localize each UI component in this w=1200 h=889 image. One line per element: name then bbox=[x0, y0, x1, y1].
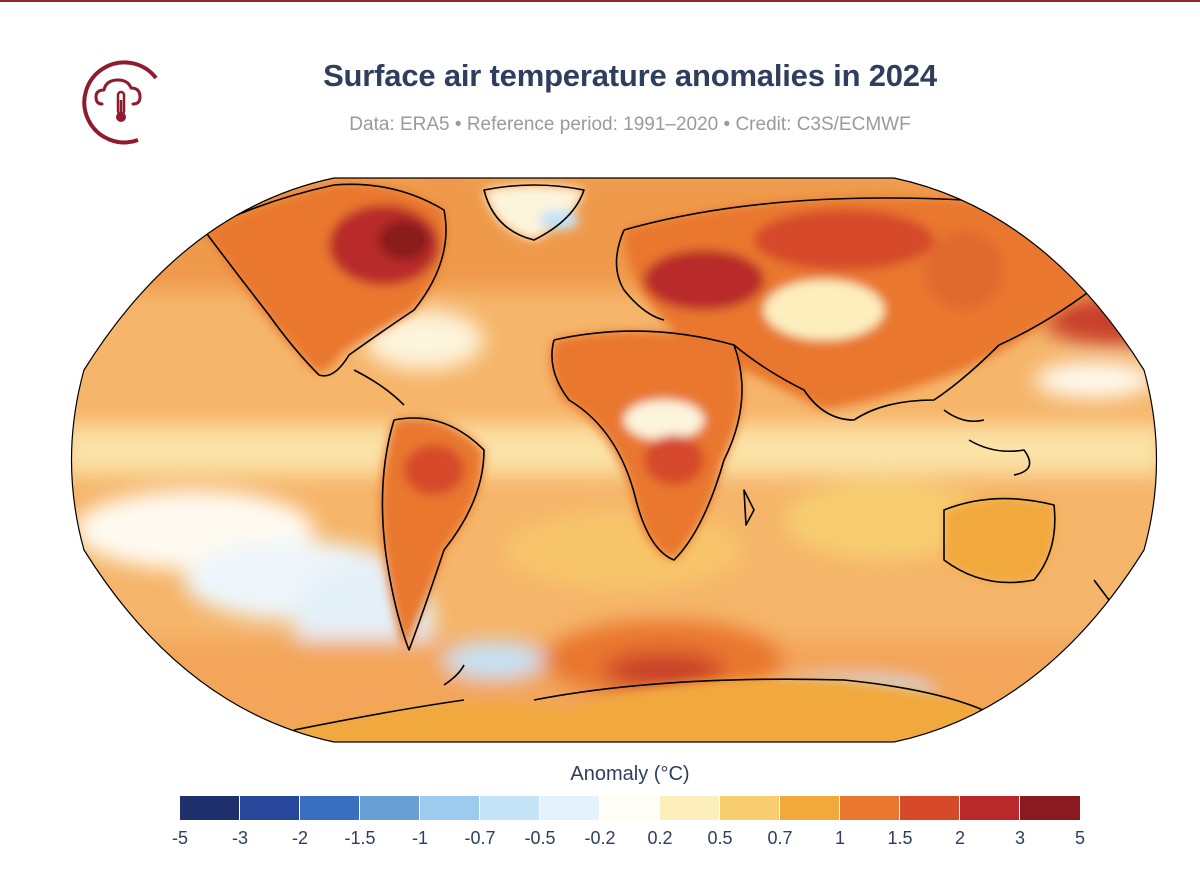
colorbar-segment bbox=[840, 796, 900, 820]
temperature-anomaly-map bbox=[70, 177, 1158, 743]
colorbar-segment bbox=[960, 796, 1020, 820]
colorbar-tick-label: 1 bbox=[834, 828, 845, 848]
colorbar-segment bbox=[240, 796, 300, 820]
colorbar-segment bbox=[1020, 796, 1080, 820]
colorbar-tick-label: -2 bbox=[291, 828, 308, 848]
colorbar-tick-labels: -5 -3 -2 -1.5 -1 -0.7 -0.5 -0.2 0.2 0.5 0.7 1 1.5 2 3 5 bbox=[172, 828, 1085, 852]
colorbar-tick-label: -0.5 bbox=[524, 828, 556, 848]
colorbar-segment bbox=[780, 796, 840, 820]
anomaly-field bbox=[71, 178, 1157, 742]
colorbar-title: Anomaly (°C) bbox=[570, 763, 690, 785]
colorbar-tick-label: -0.2 bbox=[584, 828, 616, 848]
colorbar-segment bbox=[360, 796, 420, 820]
colorbar-segment bbox=[300, 796, 360, 820]
colorbar-segment bbox=[660, 796, 720, 820]
colorbar bbox=[180, 796, 1080, 820]
colorbar-tick-label: 0.2 bbox=[647, 828, 673, 848]
colorbar-segment bbox=[420, 796, 480, 820]
colorbar-segment bbox=[720, 796, 780, 820]
cloud-thermometer-icon bbox=[82, 60, 158, 145]
colorbar-tick-label: 0.7 bbox=[767, 828, 793, 848]
colorbar-tick-label: 1.5 bbox=[887, 828, 913, 848]
footer-edge bbox=[0, 885, 1200, 889]
page-title: Surface air temperature anomalies in 202… bbox=[323, 58, 937, 93]
colorbar-segment bbox=[600, 796, 660, 820]
colorbar-segment bbox=[900, 796, 960, 820]
top-rule bbox=[0, 0, 1200, 2]
page-subtitle: Data: ERA5 • Reference period: 1991–2020… bbox=[349, 114, 911, 135]
colorbar-segment bbox=[540, 796, 600, 820]
colorbar-tick-label: -0.7 bbox=[464, 828, 496, 848]
colorbar-tick-label: -3 bbox=[231, 828, 248, 848]
colorbar-segment bbox=[480, 796, 540, 820]
colorbar-segment bbox=[180, 796, 240, 820]
colorbar-tick-label: 2 bbox=[954, 828, 965, 848]
colorbar-tick-label: 3 bbox=[1014, 828, 1025, 848]
colorbar-tick-label: 0.5 bbox=[707, 828, 733, 848]
colorbar-tick-label: 5 bbox=[1074, 828, 1085, 848]
coastlines bbox=[203, 183, 1110, 731]
colorbar-tick-label: -5 bbox=[171, 828, 188, 848]
globe-outline bbox=[70, 177, 1158, 743]
colorbar-tick-label: -1.5 bbox=[344, 828, 376, 848]
colorbar-tick-label: -1 bbox=[411, 828, 428, 848]
